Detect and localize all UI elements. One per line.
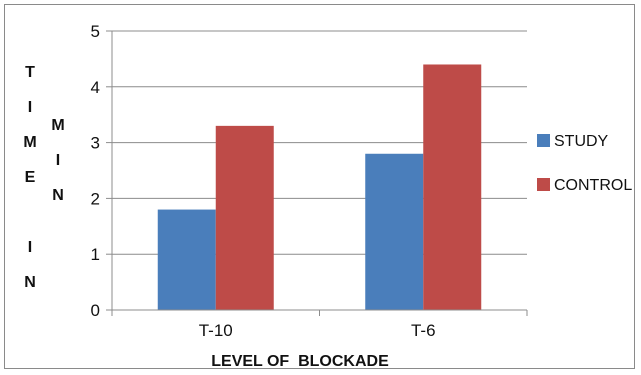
y-tick-label: 4 [91,78,100,97]
legend: STUDY CONTROL [537,133,632,194]
x-axis-title: LEVEL OF BLOCKADE [211,353,389,370]
bars [157,64,482,310]
y-tick-label: 3 [91,134,100,153]
chart-frame [4,4,635,369]
y-axis-title-letter: N [52,187,64,204]
bar-study-t-6 [365,153,424,310]
x-tick-labels: T-10 T-6 [199,321,436,340]
legend-label-control: CONTROL [554,177,632,194]
y-tick-label: 0 [91,301,100,320]
y-axis-title: T I M E I N M I N [23,64,64,291]
y-axis-title-letter: N [24,274,36,291]
legend-label-study: STUDY [554,133,609,150]
y-axis-title-letter: M [51,117,64,134]
y-axis-title-letter: I [28,239,32,256]
axes [111,31,528,316]
x-tick-label: T-6 [411,321,436,340]
y-axis-title-letter: I [56,152,60,169]
bar-control-t-10 [215,125,274,310]
y-tick-labels: 0 1 2 3 4 5 [91,22,100,320]
bar-control-t-6 [423,64,482,310]
x-tick-label: T-10 [199,321,233,340]
y-axis-title-letter: I [28,99,32,116]
y-tick-label: 2 [91,189,100,208]
y-tick-label: 5 [91,22,100,41]
y-axis-title-letter: M [23,134,36,151]
y-axis-title-letter: E [25,169,36,186]
legend-swatch-study [537,134,550,147]
bar-study-t-10 [157,209,216,310]
legend-swatch-control [537,178,550,191]
y-axis-title-letter: T [25,64,35,81]
y-tick-label: 1 [91,245,100,264]
